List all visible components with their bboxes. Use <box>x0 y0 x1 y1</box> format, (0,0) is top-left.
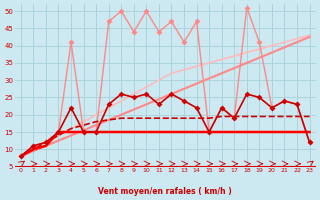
X-axis label: Vent moyen/en rafales ( km/h ): Vent moyen/en rafales ( km/h ) <box>98 187 232 196</box>
